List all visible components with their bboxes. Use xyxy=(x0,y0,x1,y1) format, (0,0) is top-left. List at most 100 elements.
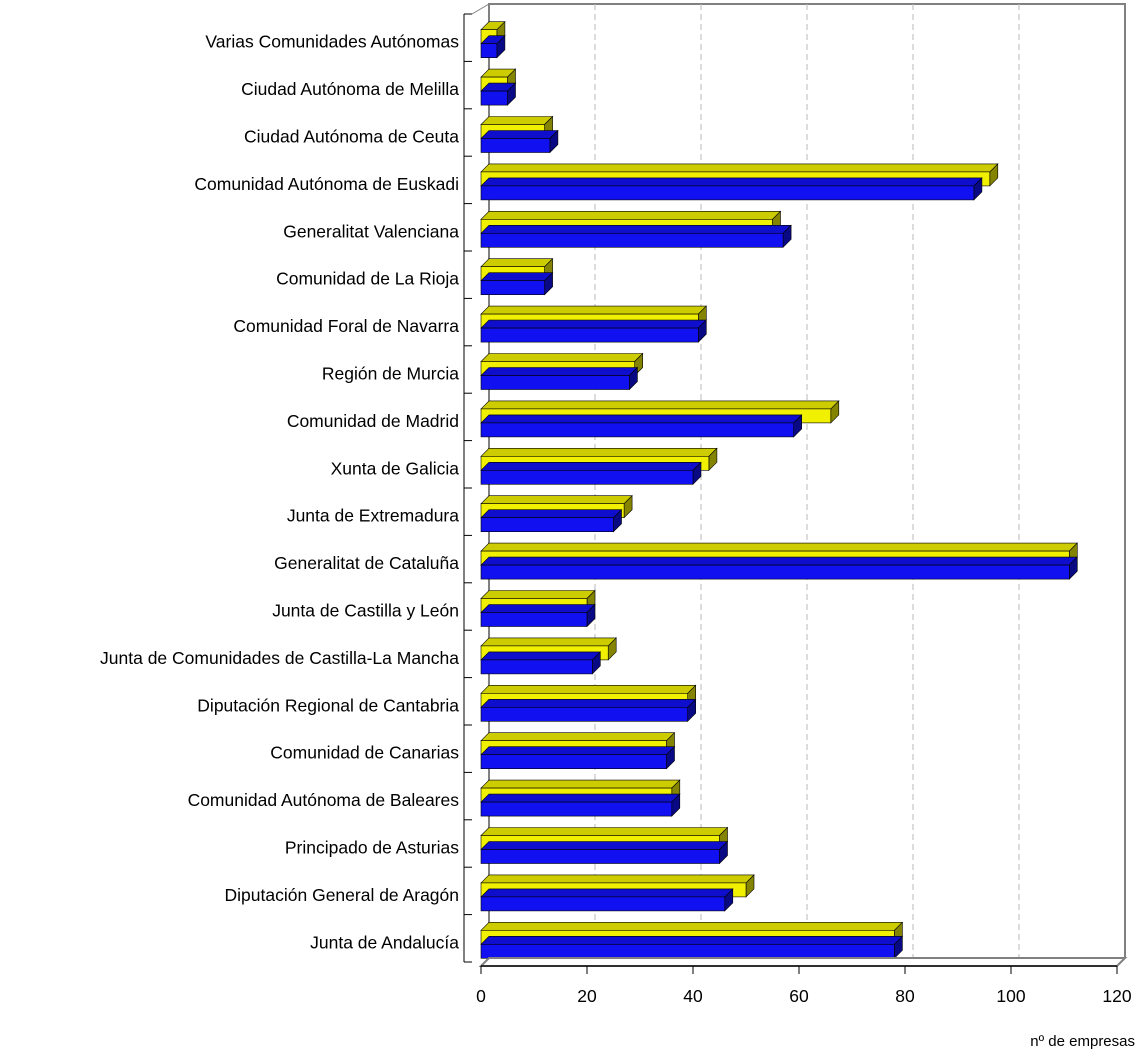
bar-top-face xyxy=(480,367,639,376)
bar-front-face xyxy=(480,90,508,106)
bar-top-face xyxy=(480,225,792,234)
bar-front-face xyxy=(480,849,720,864)
bar-top-face xyxy=(480,556,1079,566)
category-label: Comunidad Autónoma de Baleares xyxy=(188,790,460,810)
bar-front-face xyxy=(480,943,895,959)
bar-front-face xyxy=(480,280,545,296)
bar-top-face xyxy=(480,177,983,187)
bar-top-face xyxy=(480,400,840,410)
bar-top-face xyxy=(480,116,554,125)
bar-front-face xyxy=(480,612,588,627)
bar-top-face xyxy=(480,637,617,647)
bar-top-face xyxy=(480,130,559,139)
bar-front-face xyxy=(480,43,498,59)
category-label: Junta de Castilla y León xyxy=(272,601,459,621)
bar-blue xyxy=(480,651,602,675)
category-label: Generalitat Valenciana xyxy=(283,221,459,241)
bar-front-face xyxy=(480,517,614,533)
bar-top-face xyxy=(480,827,729,836)
bar-front-face xyxy=(480,469,694,485)
bar-top-face xyxy=(480,163,999,173)
x-tick-label: 40 xyxy=(683,986,703,1006)
bar-blue xyxy=(480,603,596,628)
bar-top-face xyxy=(480,272,554,282)
bar-front-face xyxy=(480,138,551,153)
category-label: Xunta de Galicia xyxy=(331,458,460,478)
bar-top-face xyxy=(480,461,702,471)
bar-top-face xyxy=(480,732,676,742)
bar-front-face xyxy=(480,327,699,343)
bar-blue xyxy=(480,508,623,533)
category-label: Junta de Extremadura xyxy=(287,506,459,526)
x-axis-title: nº de empresas xyxy=(1030,1033,1135,1050)
category-label: Generalitat de Cataluña xyxy=(274,553,459,573)
bar-front-face xyxy=(480,185,975,201)
bar-front-face xyxy=(480,375,630,390)
x-tick-label: 120 xyxy=(1102,986,1131,1006)
bar-blue xyxy=(480,271,554,296)
bar-top-face xyxy=(480,874,755,884)
category-label: Comunidad Foral de Navarra xyxy=(233,316,459,336)
bar-top-face xyxy=(480,793,681,803)
bar-top-face xyxy=(480,604,596,613)
bar-top-face xyxy=(480,698,697,708)
bar-blue xyxy=(480,461,702,486)
bar-top-face xyxy=(480,258,554,268)
labels: Varias Comunidades Autónomas Ciudad Autón… xyxy=(100,32,1132,1006)
bar-blue xyxy=(480,840,729,865)
floor xyxy=(478,957,1128,967)
bar-top-face xyxy=(480,447,718,457)
bar-top-face xyxy=(480,319,708,329)
bar-blue xyxy=(480,82,517,106)
bar-top-face xyxy=(480,935,904,945)
category-label: Junta de Comunidades de Castilla-La Manc… xyxy=(100,648,459,668)
bar-top-face xyxy=(480,590,596,599)
category-label: Varias Comunidades Autónomas xyxy=(205,32,459,52)
y-axis-depth-line xyxy=(471,3,490,15)
bar-blue xyxy=(480,556,1079,580)
category-label: Comunidad de Madrid xyxy=(287,411,459,431)
bar-top-face xyxy=(480,414,803,424)
bar-top-face xyxy=(480,651,602,661)
bar-blue xyxy=(480,935,904,960)
bar-top-face xyxy=(480,509,623,519)
bar-top-face xyxy=(480,211,782,220)
bar-front-face xyxy=(480,754,667,770)
category-label: Ciudad Autónoma de Melilla xyxy=(241,79,459,99)
bar-blue xyxy=(480,698,697,723)
bar-front-face xyxy=(480,233,784,248)
category-label: Región de Murcia xyxy=(322,364,459,384)
bar-blue xyxy=(480,366,639,391)
bar-top-face xyxy=(480,542,1079,552)
bar-front-face xyxy=(480,422,795,438)
category-label: Comunidad de La Rioja xyxy=(276,269,459,289)
category-label: Diputación General de Aragón xyxy=(225,885,459,905)
bar-top-face xyxy=(480,746,676,756)
x-tick-label: 0 xyxy=(476,986,486,1006)
category-label: Comunidad de Canarias xyxy=(270,743,459,763)
category-label: Principado de Asturias xyxy=(285,838,459,858)
bar-blue xyxy=(480,34,506,59)
bar-top-face xyxy=(480,779,681,789)
bar-top-face xyxy=(480,495,633,505)
category-label: Junta de Andalucía xyxy=(310,932,459,952)
bar-blue xyxy=(480,793,681,817)
bar-top-face xyxy=(480,353,644,362)
x-tick-label: 100 xyxy=(996,986,1025,1006)
bar-blue xyxy=(480,319,708,343)
bar-front-face xyxy=(480,564,1070,580)
bar-blue xyxy=(480,224,792,249)
bar-front-face xyxy=(480,659,593,675)
category-label: Comunidad Autónoma de Euskadi xyxy=(194,174,459,194)
bar-blue xyxy=(480,888,734,912)
bar-blue xyxy=(480,177,983,201)
x-tick-label: 80 xyxy=(895,986,915,1006)
axes xyxy=(463,3,1128,974)
bar-blue xyxy=(480,745,676,770)
bars xyxy=(480,20,1079,960)
bar-top-face xyxy=(480,921,904,931)
bar-top-face xyxy=(480,841,729,850)
category-label: Ciudad Autónoma de Ceuta xyxy=(244,127,459,147)
x-tick-label: 20 xyxy=(577,986,597,1006)
